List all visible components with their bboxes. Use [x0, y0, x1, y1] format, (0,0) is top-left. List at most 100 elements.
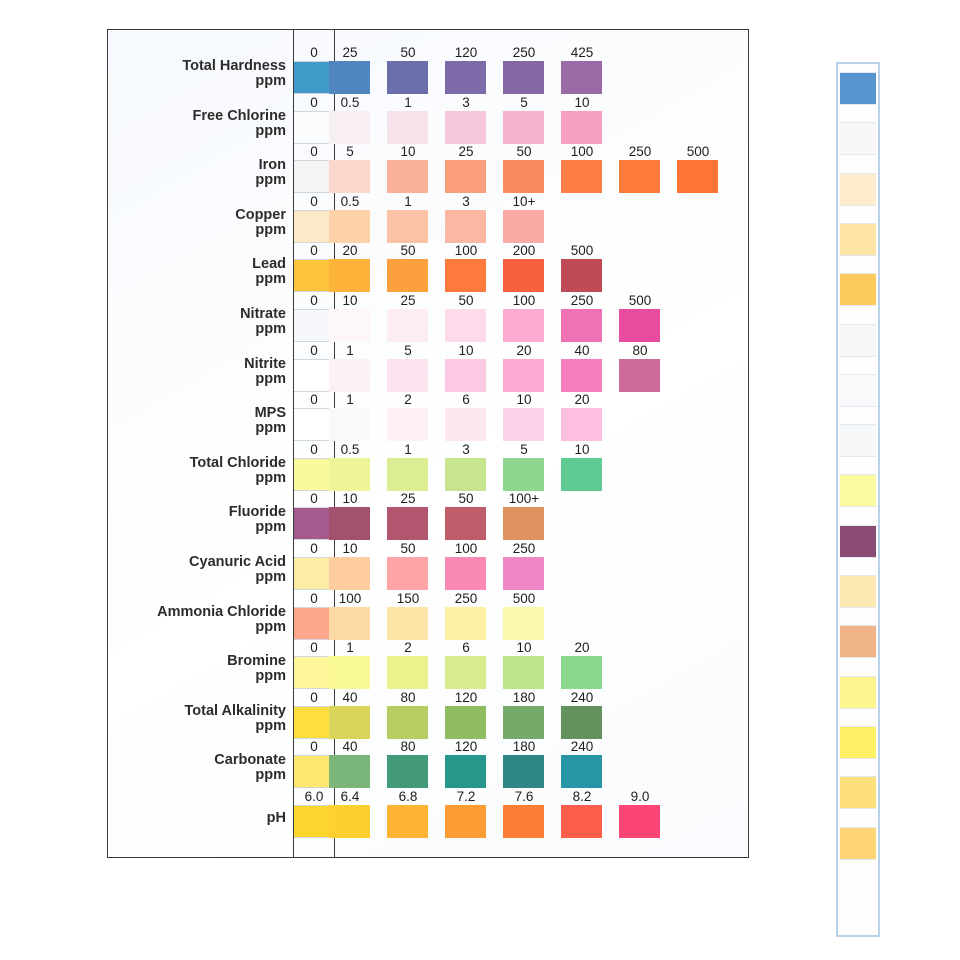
step-value-label: 40 — [342, 739, 358, 755]
color-swatch — [445, 309, 486, 342]
step-value-label: 1 — [404, 193, 412, 209]
row-label-name: Iron — [258, 157, 286, 174]
base-value-label: 0 — [310, 45, 318, 60]
step-value-label: 180 — [512, 739, 536, 755]
step-value-label: 100 — [454, 243, 478, 259]
color-swatch — [561, 805, 602, 838]
row-label-unit: ppm — [255, 122, 286, 139]
step-value-label: 250 — [628, 144, 652, 160]
step-value-label: 425 — [570, 45, 594, 60]
step-value-label: 3 — [462, 94, 470, 110]
step-value-label: 100 — [338, 590, 362, 606]
row-label-unit: ppm — [255, 519, 286, 536]
color-swatch — [619, 358, 660, 392]
base-swatch — [294, 358, 334, 392]
color-swatch — [445, 805, 486, 838]
step-value-label: 150 — [396, 590, 420, 606]
step-value-label: 240 — [570, 739, 594, 755]
step-value-label: 1 — [404, 94, 412, 110]
strip-pad — [840, 323, 876, 357]
divider-line-right — [334, 30, 335, 857]
step-value-label: 50 — [400, 45, 416, 60]
strip-pad — [840, 625, 876, 659]
step-value-label: 250 — [570, 293, 594, 308]
color-swatch — [329, 309, 370, 342]
step-value-label: 10 — [342, 293, 358, 308]
row-label-unit: ppm — [255, 221, 286, 238]
color-swatch — [619, 805, 660, 838]
row-label-name: Nitrate — [240, 306, 286, 322]
step-value-label: 10 — [574, 94, 590, 110]
base-swatch — [294, 209, 334, 243]
base-value-label: 0 — [310, 541, 318, 556]
base-value-label: 0 — [310, 293, 318, 308]
base-swatch — [294, 755, 334, 789]
strip-pad — [840, 122, 876, 156]
step-value-label: 250 — [512, 45, 536, 60]
step-value-label: 50 — [458, 293, 474, 308]
color-swatch — [619, 309, 660, 342]
color-swatch — [387, 209, 428, 243]
row-label-unit: ppm — [255, 271, 286, 288]
base-value-label: 0 — [310, 94, 318, 110]
step-value-label: 5 — [520, 94, 528, 110]
color-swatch — [619, 160, 660, 194]
step-value-label: 120 — [454, 739, 478, 755]
row-label: Total Chloride ppm — [106, 447, 286, 486]
step-value-label: 50 — [400, 243, 416, 259]
step-value-label: 7.2 — [456, 789, 476, 804]
row-label: Nitrate ppm — [106, 298, 286, 337]
color-swatch — [503, 110, 544, 144]
step-value-label: 20 — [342, 243, 358, 259]
step-value-label: 40 — [574, 342, 590, 358]
row-label-unit: ppm — [255, 420, 286, 437]
color-swatch — [329, 209, 370, 243]
row-label-unit: ppm — [255, 569, 286, 585]
strip-pad — [840, 575, 876, 608]
row-label-unit: ppm — [255, 321, 286, 337]
row-label: Copper ppm — [106, 199, 286, 238]
color-swatch — [445, 606, 486, 640]
strip-pad — [840, 72, 876, 105]
row-label: Bromine ppm — [106, 645, 286, 684]
step-value-label: 6.8 — [398, 789, 418, 804]
color-swatch — [329, 507, 370, 541]
step-value-label: 10 — [342, 541, 358, 556]
color-swatch — [561, 705, 602, 739]
color-swatch — [329, 408, 370, 442]
color-swatch — [503, 209, 544, 243]
color-swatch — [503, 309, 544, 342]
strip-pad — [840, 524, 876, 558]
color-swatch — [387, 309, 428, 342]
chart-row: Bromine ppm 0 1 2 6 10 20 — [106, 640, 748, 695]
color-swatch — [387, 408, 428, 442]
color-swatch — [503, 606, 544, 640]
step-value-label: 100 — [570, 144, 594, 160]
row-label-name: Carbonate — [214, 752, 286, 769]
step-value-label: 10+ — [512, 193, 536, 209]
color-swatch — [329, 358, 370, 392]
base-value-label: 0 — [310, 689, 318, 705]
color-swatch — [561, 259, 602, 293]
color-swatch — [329, 656, 370, 690]
chart-row: Free Chlorine ppm 0 0.5 1 3 5 10 — [108, 95, 748, 150]
row-label-name: Total Alkalinity — [184, 702, 286, 719]
base-value-label: 6.0 — [304, 789, 324, 804]
strip-pad — [840, 273, 876, 307]
color-swatch — [329, 557, 370, 590]
color-swatch — [445, 507, 486, 541]
row-label-name: Free Chlorine — [192, 107, 286, 124]
step-value-label: 200 — [512, 243, 536, 259]
base-value-label: 0 — [310, 392, 318, 408]
row-label: Iron ppm — [106, 149, 286, 188]
row-label-name: Lead — [252, 256, 286, 273]
color-swatch — [561, 358, 602, 392]
row-label-name: Copper — [235, 206, 286, 223]
color-swatch — [503, 457, 544, 491]
color-swatch — [445, 259, 486, 293]
step-value-label: 10 — [342, 491, 358, 507]
color-swatch — [503, 656, 544, 690]
row-label-unit: ppm — [255, 370, 286, 387]
color-swatch — [387, 259, 428, 293]
step-value-label: 2 — [404, 392, 412, 408]
